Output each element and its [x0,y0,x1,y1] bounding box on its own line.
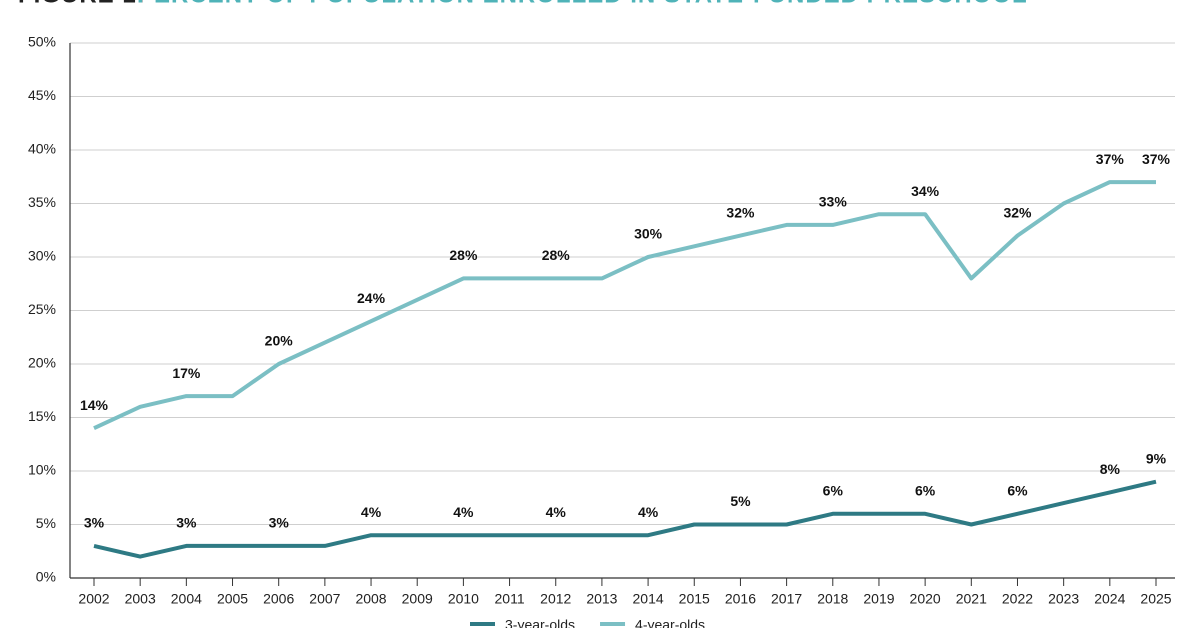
value-label: 4% [453,504,474,520]
x-tick-label: 2023 [1048,591,1079,607]
value-label: 8% [1100,461,1121,477]
chart-title: PERCENT OF POPULATION ENROLLED IN STATE-… [137,0,1028,8]
y-tick-label: 40% [28,141,56,157]
value-label: 32% [726,204,755,220]
x-tick-label: 2014 [633,591,664,607]
value-label: 33% [819,194,848,210]
value-label: 28% [542,247,571,263]
value-label: 5% [730,493,751,509]
x-tick-label: 2018 [817,591,848,607]
value-label: 4% [361,504,382,520]
x-tick-label: 2010 [448,591,479,607]
x-tick-label: 2011 [495,591,525,607]
value-label: 3% [176,515,197,531]
value-label: 4% [638,504,659,520]
value-label: 30% [634,226,663,242]
chart-title-prefix: FIGURE 1: [18,0,146,8]
y-tick-label: 45% [28,87,56,103]
x-tick-label: 2002 [78,591,109,607]
value-label: 34% [911,183,940,199]
value-label: 3% [269,515,290,531]
value-label: 9% [1146,450,1167,466]
value-label: 14% [80,397,109,413]
x-tick-label: 2006 [263,591,294,607]
x-tick-label: 2016 [725,591,756,607]
series-line [93,180,1156,431]
x-tick-label: 2021 [956,591,987,607]
value-label: 6% [823,483,844,499]
x-tick-label: 2015 [679,591,710,607]
y-tick-label: 35% [28,194,56,210]
x-tick-label: 2024 [1094,591,1125,607]
x-tick-label: 2003 [125,591,156,607]
series-line [93,479,1157,559]
y-tick-label: 50% [28,34,56,50]
x-tick-label: 2022 [1002,591,1033,607]
value-label: 6% [1007,483,1028,499]
value-label: 17% [172,365,201,381]
value-label: 6% [915,483,936,499]
legend-label: 3-year-olds [505,617,575,628]
x-tick-label: 2007 [309,591,340,607]
y-tick-label: 10% [28,462,56,478]
x-tick-label: 2017 [771,591,802,607]
value-label: 20% [265,333,294,349]
value-label: 37% [1096,151,1125,167]
x-tick-label: 2013 [586,591,617,607]
x-tick-label: 2025 [1140,591,1171,607]
y-tick-label: 0% [36,569,56,585]
value-label: 24% [357,290,386,306]
x-tick-label: 2020 [910,591,941,607]
x-tick-label: 2019 [863,591,894,607]
x-tick-label: 2005 [217,591,248,607]
x-tick-label: 2012 [540,591,571,607]
value-label: 37% [1142,151,1171,167]
value-label: 28% [449,247,478,263]
y-tick-label: 5% [36,515,56,531]
x-tick-label: 2004 [171,591,202,607]
y-tick-label: 20% [28,355,56,371]
value-label: 4% [546,504,567,520]
value-label: 3% [84,515,105,531]
y-tick-label: 15% [28,408,56,424]
x-tick-label: 2009 [402,591,433,607]
x-tick-label: 2008 [355,591,386,607]
y-tick-label: 25% [28,301,56,317]
value-label: 32% [1003,204,1032,220]
legend-label: 4-year-olds [635,617,705,628]
y-tick-label: 30% [28,248,56,264]
